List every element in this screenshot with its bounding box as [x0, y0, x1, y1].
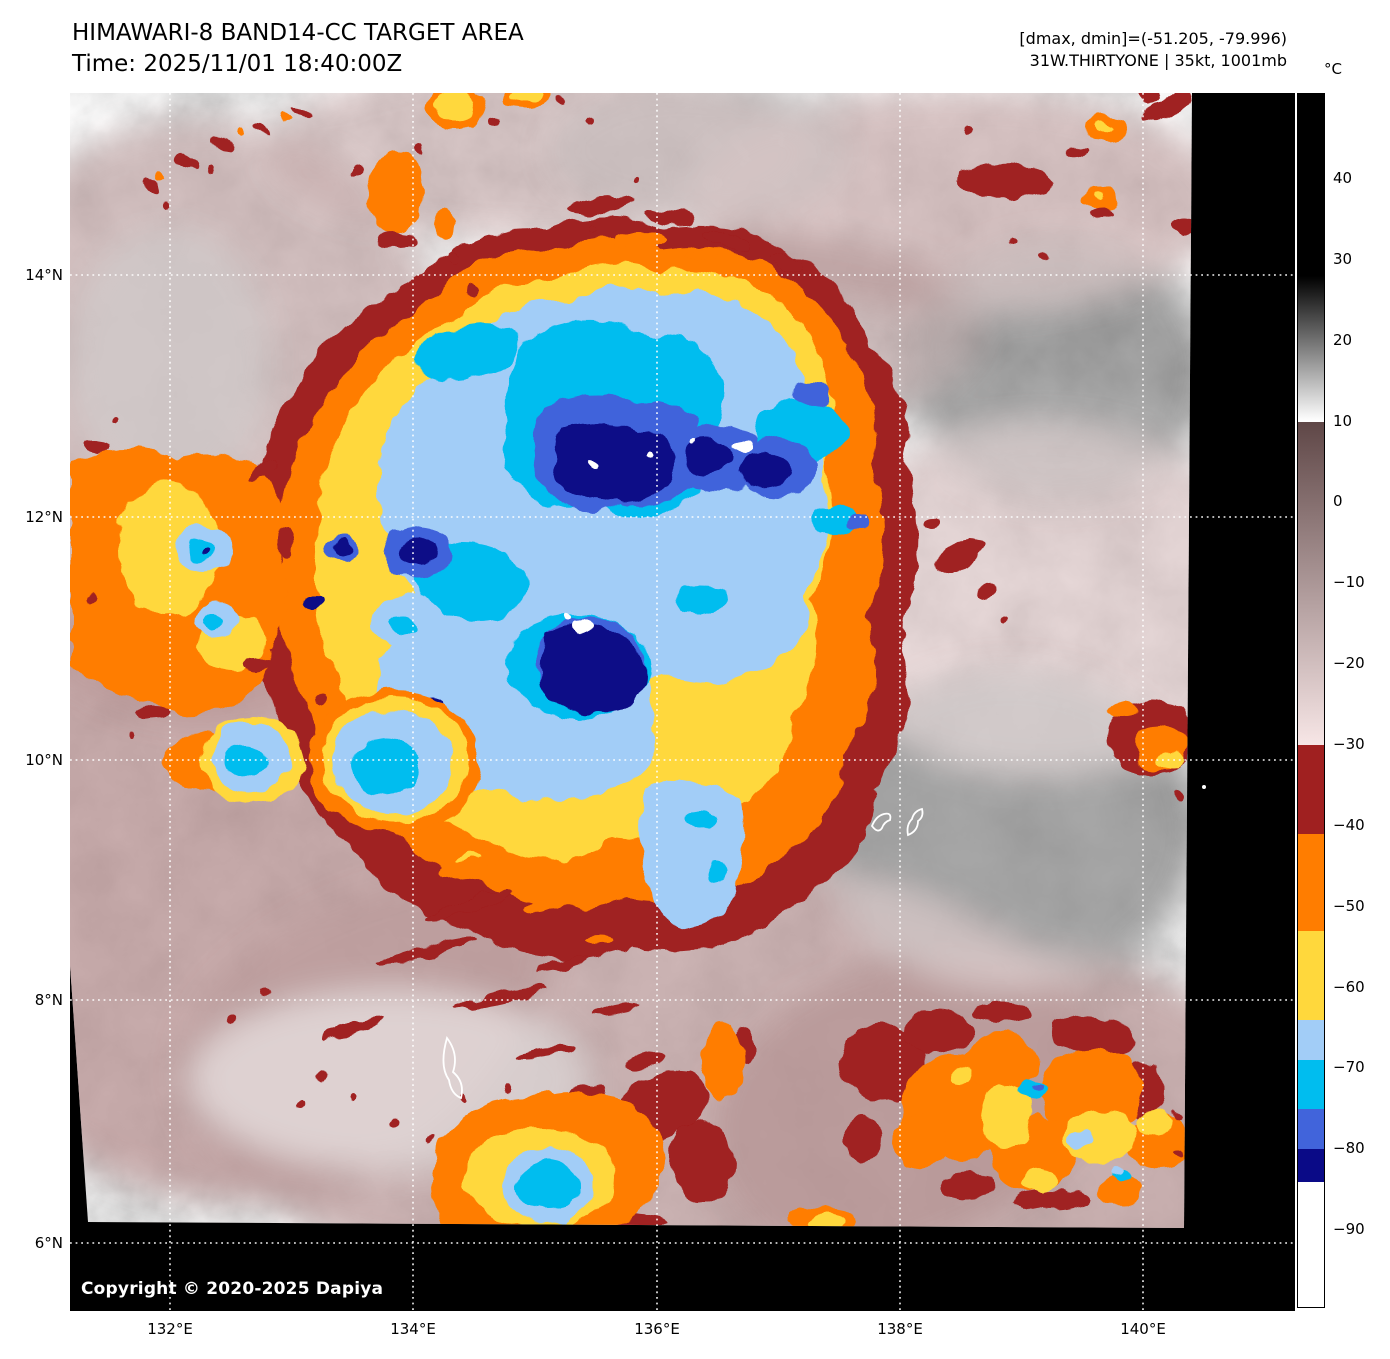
copyright-watermark: Copyright © 2020-2025 Dapiya	[81, 1279, 384, 1299]
temperature-colorbar	[1297, 93, 1325, 1308]
x-axis-label: 138°E	[877, 1320, 923, 1338]
colorbar-segment	[1298, 744, 1324, 834]
islet-mark	[1201, 784, 1206, 789]
x-axis-label: 134°E	[390, 1320, 436, 1338]
colorbar-tick-label: −30	[1333, 734, 1365, 753]
colorbar-segment	[1298, 1060, 1324, 1109]
header-right: [dmax, dmin]=(-51.205, -79.996) 31W.THIR…	[1019, 28, 1287, 72]
colorbar-tick-label: −90	[1333, 1220, 1365, 1239]
dmax-dmin-readout: [dmax, dmin]=(-51.205, -79.996)	[1019, 29, 1287, 48]
colorbar-segment	[1298, 275, 1324, 422]
northwest-flecks	[138, 92, 594, 295]
colorbar-tick-label: 40	[1333, 168, 1353, 187]
colorbar-segment	[1298, 1108, 1324, 1150]
satellite-map-plot: Copyright © 2020-2025 Dapiya	[69, 92, 1295, 1311]
gridlines	[69, 92, 1295, 1311]
south-convection-right	[839, 1001, 1191, 1211]
cold-cloud-shield	[252, 217, 919, 959]
colorbar-segment	[1298, 1181, 1324, 1307]
colorbar-tick-label: −40	[1333, 815, 1365, 834]
colorbar-unit-label: °C	[1324, 60, 1342, 78]
product-title: HIMAWARI-8 BAND14-CC TARGET AREA	[72, 20, 524, 46]
colorbar-tick-label: −10	[1333, 573, 1365, 592]
x-axis-label: 132°E	[147, 1320, 193, 1338]
y-axis-label: 6°N	[34, 1234, 63, 1252]
y-axis-label: 10°N	[25, 751, 63, 769]
colorbar-segment	[1298, 1149, 1324, 1182]
colorbar-tick-label: −70	[1333, 1058, 1365, 1077]
x-axis-label: 140°E	[1120, 1320, 1166, 1338]
colorbar-tick-label: 0	[1333, 492, 1343, 511]
colorbar-tick-label: −60	[1333, 977, 1365, 996]
product-time: Time: 2025/11/01 18:40:00Z	[72, 51, 403, 77]
x-axis-label: 136°E	[634, 1320, 680, 1338]
colorbar-tick-label: 30	[1333, 249, 1353, 268]
colorbar-tick-label: −50	[1333, 896, 1365, 915]
colorbar-segment	[1298, 930, 1324, 1020]
colorbar-tick-label: 20	[1333, 330, 1353, 349]
satellite-data-region	[69, 92, 1192, 1228]
satellite-image	[69, 92, 1295, 1311]
colorbar-tick-label: −20	[1333, 654, 1365, 673]
northeast-streaks	[956, 92, 1192, 259]
coastlines	[442, 807, 923, 1099]
y-axis-label: 12°N	[25, 508, 63, 526]
colorbar-segment	[1298, 1019, 1324, 1061]
east-patches	[922, 516, 1192, 800]
enhanced-cloud-features	[69, 92, 1192, 1228]
colorbar-tick-label: 10	[1333, 411, 1353, 430]
colorbar-tick-label: −80	[1333, 1139, 1365, 1158]
colorbar-segment	[1298, 833, 1324, 931]
south-rainbands	[226, 847, 642, 1144]
storm-info: 31W.THIRTYONE | 35kt, 1001mb	[1029, 51, 1287, 70]
y-axis-label: 14°N	[25, 266, 63, 284]
colorbar-segment	[1298, 94, 1324, 276]
colorbar-segment	[1298, 421, 1324, 745]
south-convection-left	[431, 1021, 858, 1228]
header-titles: HIMAWARI-8 BAND14-CC TARGET AREA Time: 2…	[72, 18, 524, 80]
y-axis-label: 8°N	[34, 991, 63, 1009]
